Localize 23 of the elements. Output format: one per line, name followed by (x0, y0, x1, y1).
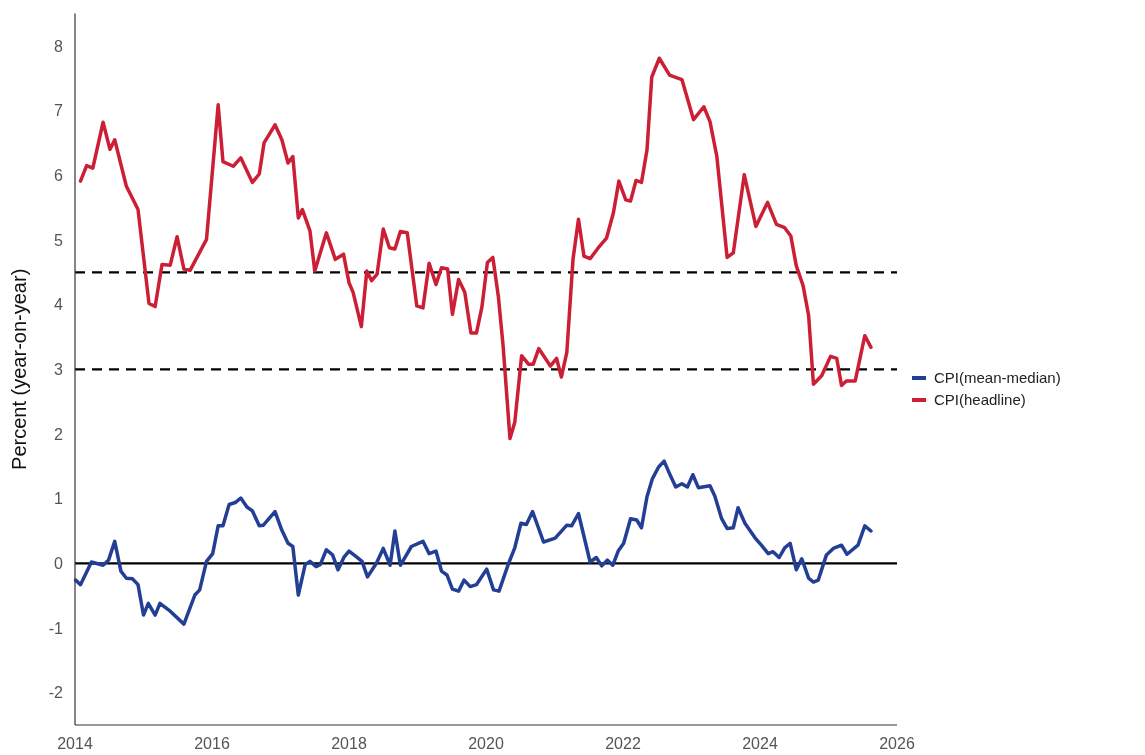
y-tick-label: 7 (54, 102, 64, 120)
y-tick-label: 8 (54, 37, 64, 55)
y-tick-label: 5 (54, 231, 64, 249)
y-tick-label: 0 (54, 554, 64, 572)
line-series (78, 56, 873, 441)
y-tick-label: -2 (48, 684, 64, 702)
y-tick-label: -1 (48, 619, 64, 637)
x-tick-label: 2014 (57, 735, 93, 752)
x-tick-label: 2020 (468, 735, 504, 752)
legend-label: CPI(mean-median) (934, 369, 1061, 387)
y-tick-label: 2 (54, 425, 64, 443)
x-tick-label: 2022 (605, 735, 641, 752)
y-tick-label: 1 (54, 490, 64, 508)
legend-label: CPI(headline) (934, 391, 1026, 409)
x-tick-label: 2016 (194, 735, 230, 752)
y-tick-label: 3 (54, 360, 64, 378)
x-tick-label: 2026 (879, 735, 915, 752)
x-tick-label: 2018 (331, 735, 367, 752)
y-tick-label: 4 (54, 296, 64, 314)
x-tick-label: 2024 (742, 735, 778, 752)
y-axis-title: Percent (year-on-year) (8, 268, 30, 470)
y-tick-label: 6 (54, 166, 64, 184)
line-series (73, 459, 873, 626)
